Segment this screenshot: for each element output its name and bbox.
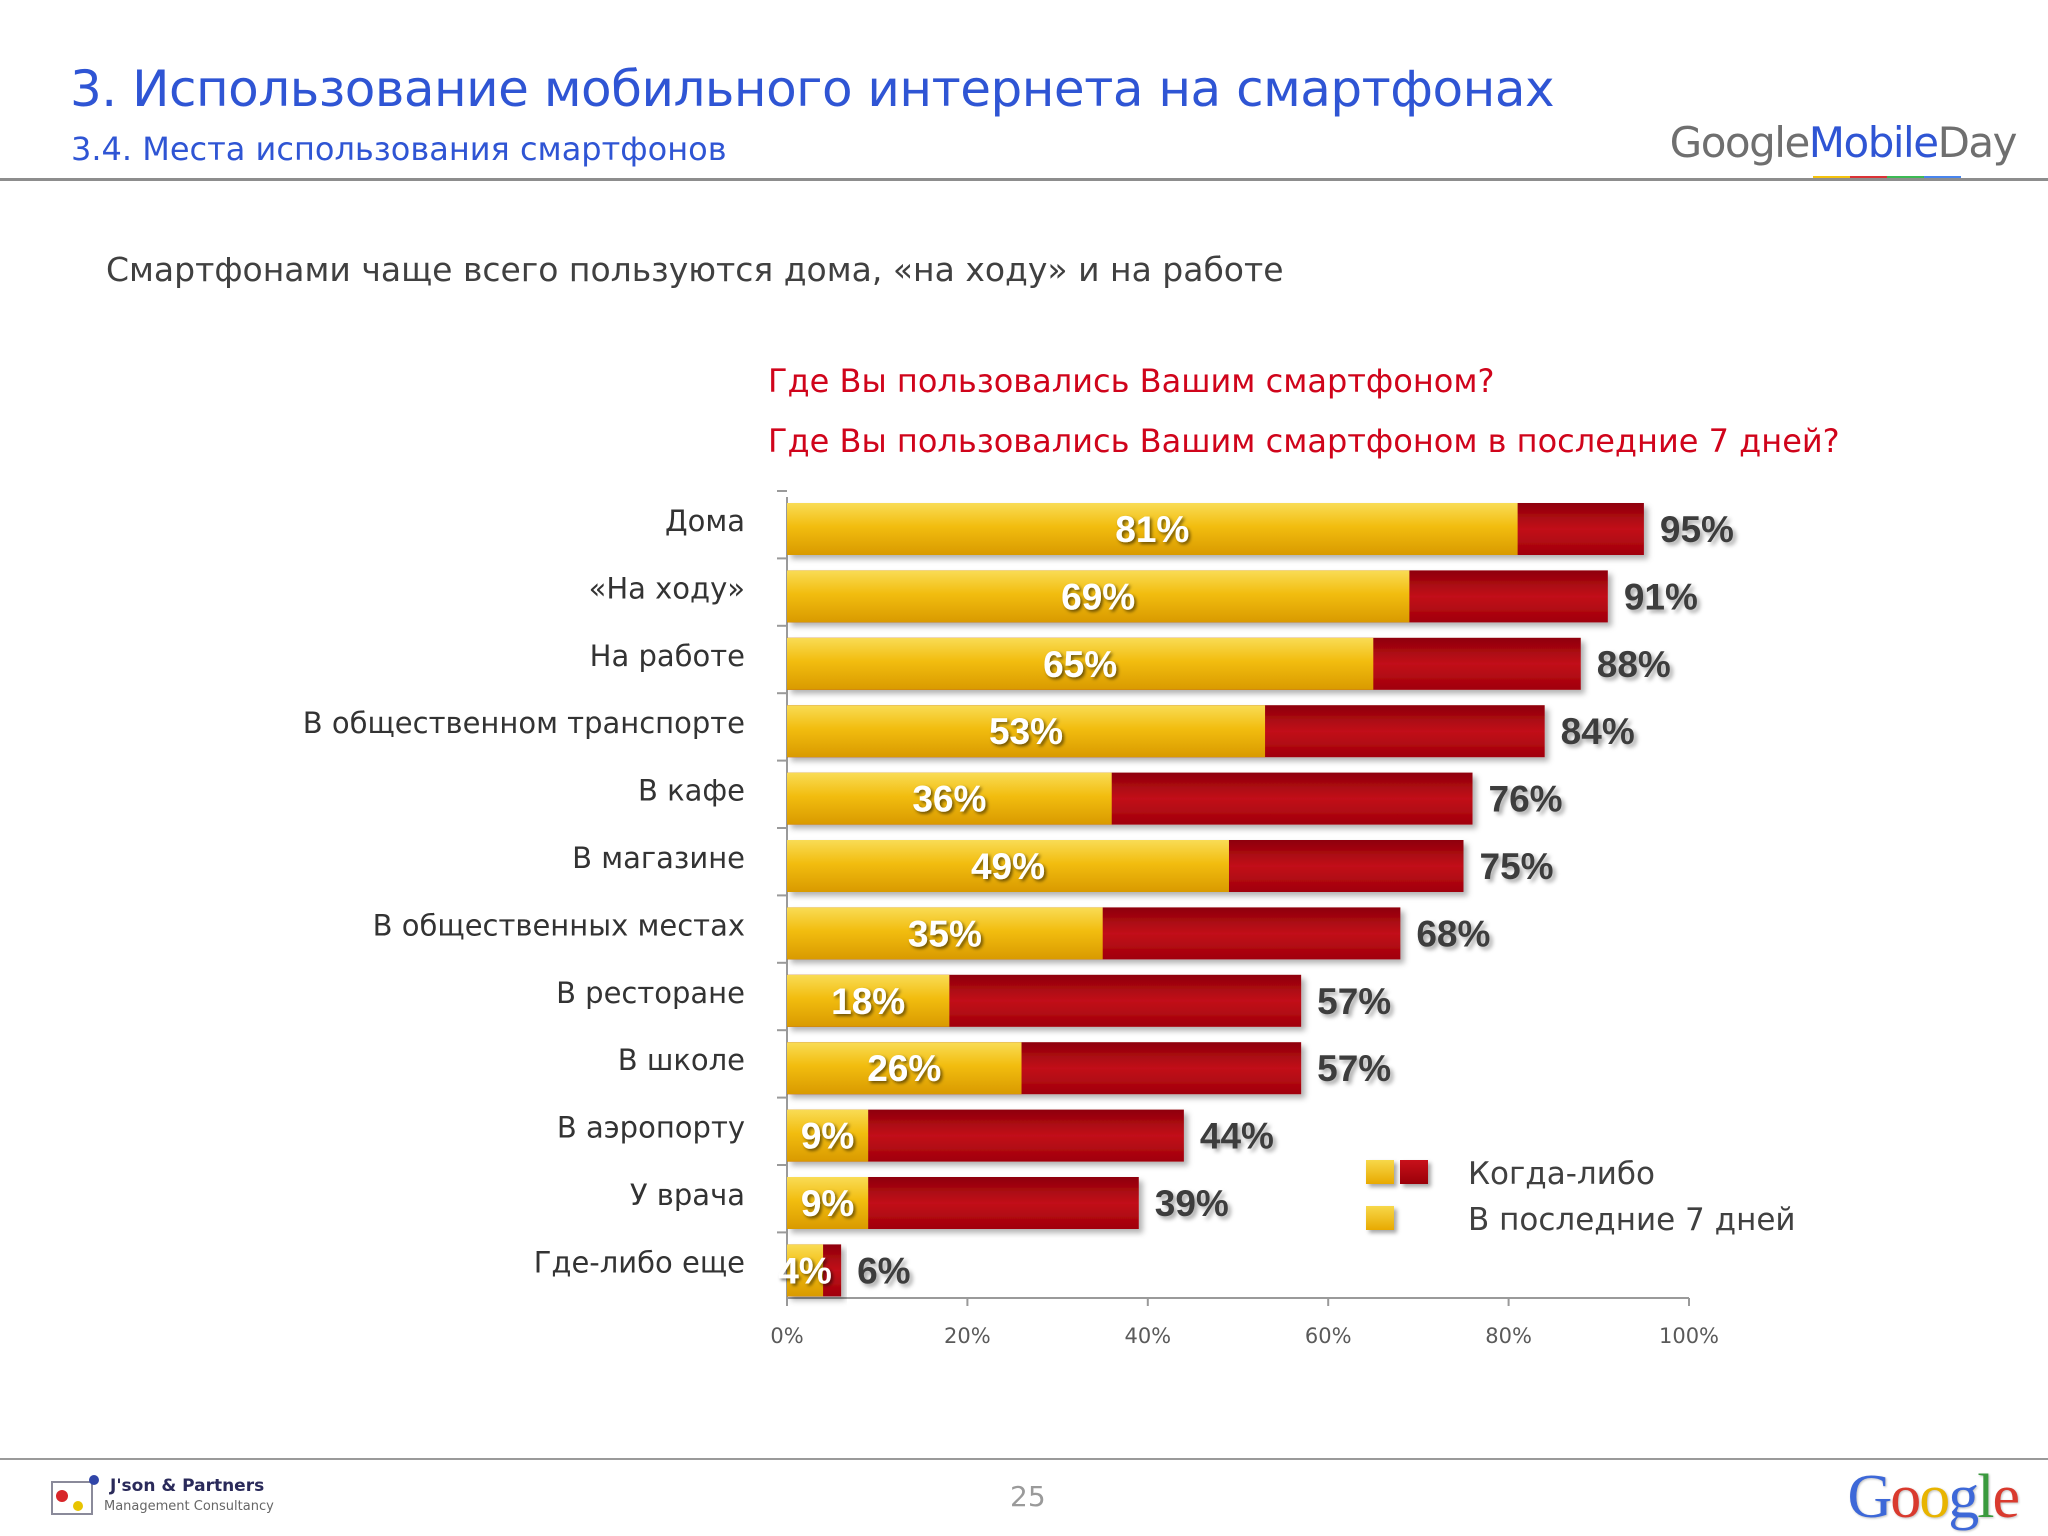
data-label-ever: 88% (1597, 644, 1671, 685)
legend-swatch-yellow (1366, 1160, 1394, 1184)
bar-chart: 0% 20% 40% 60% 80% 100% Дома 81% 95% «На ходу» 69%… (303, 490, 1734, 1348)
json-partners-logo-icon (51, 1475, 99, 1515)
category-label: Дома (665, 504, 745, 538)
data-label-ever: 6% (857, 1250, 910, 1291)
bar-last-7-days (787, 1042, 1022, 1095)
google-mobile-day-logo: GoogleMobileDay (1669, 118, 2018, 167)
category-label: У врача (630, 1178, 745, 1212)
footer-divider (0, 1458, 2048, 1460)
bar-last-7-days (787, 705, 1266, 758)
brand-mobile-word: Mobile (1808, 118, 1939, 167)
bar-last-7-days (787, 637, 1374, 690)
data-label-ever: 57% (1317, 1048, 1391, 1089)
data-label-last-7-days: 65% (1043, 644, 1117, 685)
company-name: J'son & Partners (110, 1476, 265, 1496)
category-label: В общественных местах (373, 908, 745, 942)
category-label: В общественном транспорте (303, 706, 745, 740)
google-letter: o (1919, 1463, 1950, 1531)
data-label-ever: 75% (1480, 846, 1554, 887)
data-label-last-7-days: 53% (989, 711, 1063, 752)
data-label-last-7-days: 18% (831, 981, 905, 1022)
bar-last-7-days (787, 772, 1112, 825)
data-label-last-7-days: 36% (912, 779, 986, 820)
google-logo: Google (1847, 1462, 2020, 1533)
data-label-ever: 39% (1155, 1183, 1229, 1224)
slide-headline: Смартфонами чаще всего пользуются дома, … (106, 250, 1284, 289)
bar-last-7-days (787, 1177, 869, 1229)
bar-last-7-days (787, 907, 1103, 960)
data-label-last-7-days: 69% (1061, 576, 1135, 617)
legend-label-ever: Когда-либо (1468, 1156, 1655, 1192)
category-label: Где-либо еще (534, 1245, 745, 1279)
header-divider (0, 178, 2048, 181)
question-ever: Где Вы пользовались Вашим смартфоном? (768, 362, 1495, 400)
section-subtitle: 3.4. Места использования смартфонов (71, 130, 727, 168)
legend-swatch-yellow (1366, 1206, 1394, 1230)
data-label-ever: 95% (1660, 509, 1734, 550)
data-label-last-7-days: 49% (971, 846, 1045, 887)
x-tick-label: 40% (1124, 1324, 1171, 1348)
x-tick-label: 0% (770, 1324, 803, 1348)
data-label-ever: 57% (1317, 981, 1391, 1022)
data-label-last-7-days: 35% (908, 913, 982, 954)
data-label-ever: 84% (1561, 711, 1635, 752)
category-label: «На ходу» (589, 571, 745, 605)
brand-google-word: Google (1669, 118, 1811, 167)
category-label: В ресторане (556, 976, 745, 1010)
data-label-ever: 68% (1416, 913, 1490, 954)
bar-last-7-days (787, 974, 950, 1027)
bar-last-7-days (787, 503, 1518, 555)
category-label: В кафе (638, 774, 745, 808)
category-label: На работе (590, 639, 745, 673)
google-letter: G (1847, 1463, 1892, 1531)
page-number: 25 (1010, 1480, 1046, 1513)
bar-last-7-days (787, 570, 1410, 623)
data-label-last-7-days: 9% (801, 1183, 854, 1224)
x-tick-label: 80% (1485, 1324, 1532, 1348)
data-label-ever: 76% (1489, 779, 1563, 820)
data-label-last-7-days: 4% (778, 1250, 831, 1291)
x-tick-label: 20% (944, 1324, 991, 1348)
brand-day-word: Day (1937, 118, 2018, 167)
google-letter: o (1890, 1463, 1921, 1531)
x-tick-label: 60% (1305, 1324, 1352, 1348)
data-label-last-7-days: 81% (1115, 509, 1189, 550)
x-tick-label: 100% (1659, 1324, 1719, 1348)
data-label-last-7-days: 9% (801, 1116, 854, 1157)
category-label: В магазине (572, 841, 745, 875)
company-subtitle: Management Consultancy (104, 1499, 274, 1514)
google-letter: l (1977, 1463, 1994, 1531)
page-title: 3. Использование мобильного интернета на… (70, 60, 1555, 118)
google-letter: g (1948, 1463, 1979, 1531)
google-letter: e (1992, 1463, 2019, 1531)
bar-last-7-days (787, 1244, 824, 1297)
legend-label-last-7-days: В последние 7 дней (1468, 1202, 1796, 1238)
data-label-ever: 91% (1624, 576, 1698, 617)
legend-swatch-red (1400, 1160, 1428, 1184)
question-last-7-days: Где Вы пользовались Вашим смартфоном в п… (768, 422, 1840, 460)
category-label: В школе (618, 1043, 745, 1077)
data-label-last-7-days: 26% (867, 1048, 941, 1089)
bar-last-7-days (787, 1109, 869, 1162)
category-label: В аэропорту (557, 1111, 745, 1145)
bar-last-7-days (787, 840, 1229, 892)
data-label-ever: 44% (1200, 1116, 1274, 1157)
